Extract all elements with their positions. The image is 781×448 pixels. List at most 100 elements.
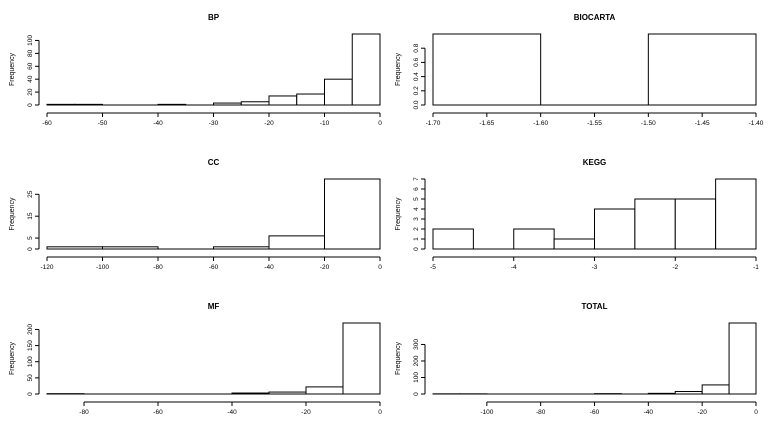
- total-x-tick-label: -40: [644, 409, 654, 416]
- biocarta-x-tick-label: -1.65: [479, 120, 494, 127]
- biocarta-y-tick-label: 0.4: [413, 72, 420, 81]
- cc-x-tick-label: -100: [96, 264, 109, 271]
- mf-x-tick-label: -60: [153, 409, 163, 416]
- cc-x-tick-label: 0: [378, 264, 382, 271]
- kegg-x-tick-label: -2: [672, 264, 678, 271]
- kegg-bar: [554, 239, 594, 249]
- total-ylabel: Frequency: [395, 341, 402, 375]
- kegg-y-tick-label: 3: [413, 217, 420, 221]
- biocarta-title: BIOCARTA: [574, 13, 616, 22]
- kegg-bar: [433, 229, 473, 249]
- cc-bar: [103, 247, 159, 249]
- total-y-tick-label: 300: [413, 339, 420, 350]
- mf-bar: [343, 323, 380, 394]
- mf-y-tick-label: 150: [27, 340, 34, 351]
- cc-y-tick-label: 0: [27, 247, 34, 251]
- cc-x-tick-label: -20: [320, 264, 330, 271]
- kegg-bar: [635, 199, 675, 249]
- biocarta-x-tick-label: -1.70: [426, 120, 441, 127]
- cc-x-tick-label: -40: [264, 264, 274, 271]
- mf-x-tick-label: -20: [301, 409, 311, 416]
- mf-x-tick-label: 0: [378, 409, 382, 416]
- kegg-bar: [675, 199, 715, 249]
- bp-y-tick-label: 40: [27, 75, 34, 83]
- total-x-tick-label: -100: [480, 409, 493, 416]
- kegg-y-tick-label: 5: [413, 197, 420, 201]
- kegg-x-tick-label: -5: [430, 264, 436, 271]
- cc-bar: [269, 236, 325, 249]
- bp-bar: [158, 104, 186, 105]
- mf-y-tick-label: 100: [27, 356, 34, 367]
- bp-y-tick-label: 80: [27, 49, 34, 57]
- total-title: TOTAL: [582, 302, 608, 311]
- total-x-tick-label: 0: [754, 409, 758, 416]
- biocarta-bar: [433, 34, 541, 105]
- total-bar: [675, 392, 702, 394]
- bp-x-tick-label: -50: [98, 120, 108, 127]
- bp-bar: [325, 79, 353, 105]
- total-y-tick-label: 0: [413, 392, 420, 396]
- bp-x-tick-label: -60: [42, 120, 52, 127]
- total-bar: [648, 393, 675, 394]
- cc-x-tick-label: -80: [153, 264, 163, 271]
- kegg-title: KEGG: [583, 158, 607, 167]
- biocarta-y-tick-label: 0.6: [413, 58, 420, 67]
- cc-y-tick-label: 5: [27, 236, 34, 240]
- bp-y-tick-label: 100: [27, 35, 34, 46]
- total-bar: [702, 385, 729, 394]
- cc-ylabel: Frequency: [9, 197, 16, 231]
- kegg-x-tick-label: -4: [511, 264, 517, 271]
- mf-y-tick-label: 50: [27, 374, 34, 382]
- mf-ylabel: Frequency: [9, 341, 16, 375]
- kegg-bar: [716, 179, 756, 249]
- bp-bar: [241, 102, 269, 105]
- biocarta-x-tick-label: -1.40: [749, 120, 764, 127]
- cc-x-tick-label: -60: [209, 264, 219, 271]
- mf-bar: [269, 392, 306, 394]
- biocarta-x-tick-label: -1.55: [587, 120, 602, 127]
- bp-y-tick-label: 20: [27, 88, 34, 96]
- total-y-tick-label: 200: [413, 355, 420, 366]
- total-x-tick-label: -80: [536, 409, 546, 416]
- bp-x-tick-label: -40: [153, 120, 163, 127]
- kegg-y-tick-label: 0: [413, 247, 420, 251]
- bp-bar: [75, 104, 103, 105]
- bp-bar: [297, 94, 325, 105]
- mf-title: MF: [208, 302, 220, 311]
- bp-bar: [214, 103, 242, 105]
- cc-y-tick-label: 25: [27, 190, 34, 198]
- bp-y-tick-label: 60: [27, 62, 34, 70]
- biocarta-y-tick-label: 0.0: [413, 100, 420, 109]
- total-x-tick-label: -20: [697, 409, 707, 416]
- total-y-tick-label: 100: [413, 372, 420, 383]
- kegg-y-tick-label: 2: [413, 227, 420, 231]
- mf-y-tick-label: 0: [27, 392, 34, 396]
- bp-bar: [352, 34, 380, 105]
- cc-bar: [214, 247, 270, 249]
- biocarta-ylabel: Frequency: [395, 52, 402, 86]
- kegg-ylabel: Frequency: [395, 197, 402, 231]
- mf-bar: [232, 393, 269, 394]
- kegg-y-tick-label: 1: [413, 237, 420, 241]
- mf-y-tick-label: 200: [27, 324, 34, 335]
- mf-x-tick-label: -80: [79, 409, 89, 416]
- total-bar: [729, 323, 756, 394]
- mf-bar: [306, 387, 343, 394]
- bp-ylabel: Frequency: [9, 52, 16, 86]
- bp-x-tick-label: -10: [320, 120, 330, 127]
- kegg-y-tick-label: 7: [413, 177, 420, 181]
- cc-x-tick-label: -120: [40, 264, 53, 271]
- bp-bar: [269, 96, 297, 105]
- bp-title: BP: [208, 13, 220, 22]
- bp-bar: [47, 104, 75, 105]
- kegg-x-tick-label: -3: [592, 264, 598, 271]
- cc-title: CC: [208, 158, 220, 167]
- biocarta-x-tick-label: -1.60: [533, 120, 548, 127]
- cc-bar: [47, 247, 103, 249]
- biocarta-x-tick-label: -1.50: [641, 120, 656, 127]
- bp-y-tick-label: 0: [27, 103, 34, 107]
- cc-y-tick-label: 15: [27, 212, 34, 220]
- cc-bar: [325, 179, 381, 249]
